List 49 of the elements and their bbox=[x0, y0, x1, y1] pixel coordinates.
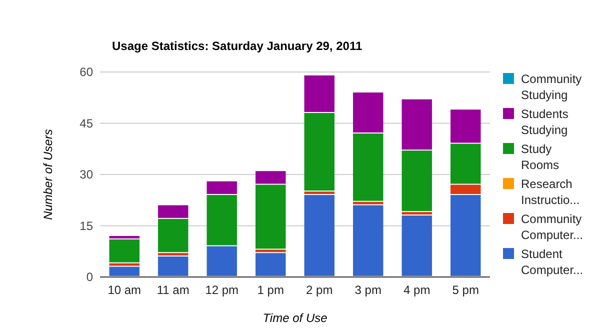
bar bbox=[304, 75, 334, 112]
bar bbox=[402, 150, 432, 212]
bar bbox=[450, 184, 481, 194]
x-tick-label: 4 pm bbox=[404, 283, 430, 297]
y-tick-label: 0 bbox=[86, 270, 94, 284]
x-tick-label: 11 am bbox=[156, 283, 190, 297]
legend-label: Students Studying bbox=[521, 107, 568, 137]
bar bbox=[158, 218, 188, 252]
bar bbox=[256, 184, 286, 249]
legend-label: Study Rooms bbox=[521, 142, 560, 172]
x-tick-label: 12 pm bbox=[205, 283, 239, 297]
bar bbox=[158, 256, 188, 276]
bar bbox=[304, 113, 334, 191]
bar bbox=[206, 246, 237, 276]
y-tick-label: 15 bbox=[80, 218, 94, 233]
y-axis-title: Number of Users bbox=[41, 129, 55, 220]
bar bbox=[353, 134, 384, 201]
x-tick-label: 5 pm bbox=[452, 283, 479, 297]
y-tick-label: 45 bbox=[80, 116, 94, 130]
bar bbox=[206, 195, 237, 246]
legend-label: Student Computer... bbox=[521, 247, 584, 277]
x-axis-title: Time of Use bbox=[262, 311, 328, 325]
bar bbox=[450, 195, 481, 276]
bar bbox=[158, 205, 188, 218]
y-tick-label: 30 bbox=[80, 168, 94, 182]
chart-title: Usage Statistics: Saturday January 29, 2011 bbox=[112, 39, 362, 53]
bar bbox=[109, 266, 140, 276]
legend-label: Research Instructio... bbox=[521, 177, 580, 207]
y-tick-label: 60 bbox=[80, 65, 94, 80]
bar bbox=[256, 253, 286, 276]
legend-label: Community Computer... bbox=[521, 212, 584, 242]
bar bbox=[450, 144, 481, 184]
bar bbox=[109, 263, 140, 266]
bar bbox=[402, 216, 432, 276]
bar bbox=[353, 205, 384, 276]
bar bbox=[109, 239, 140, 262]
x-tick-label: 10 am bbox=[108, 283, 142, 297]
bar bbox=[353, 92, 384, 132]
bar bbox=[450, 110, 481, 143]
legend-label: Community Studying bbox=[521, 72, 582, 102]
x-tick-label: 3 pm bbox=[354, 283, 382, 297]
bar bbox=[256, 250, 286, 252]
bar bbox=[256, 171, 286, 184]
x-tick-label: 2 pm bbox=[306, 283, 333, 297]
bar bbox=[353, 202, 384, 204]
bar bbox=[402, 99, 432, 150]
x-tick-label: 1 pm bbox=[257, 283, 284, 297]
bar bbox=[206, 181, 237, 194]
bar bbox=[304, 195, 334, 276]
